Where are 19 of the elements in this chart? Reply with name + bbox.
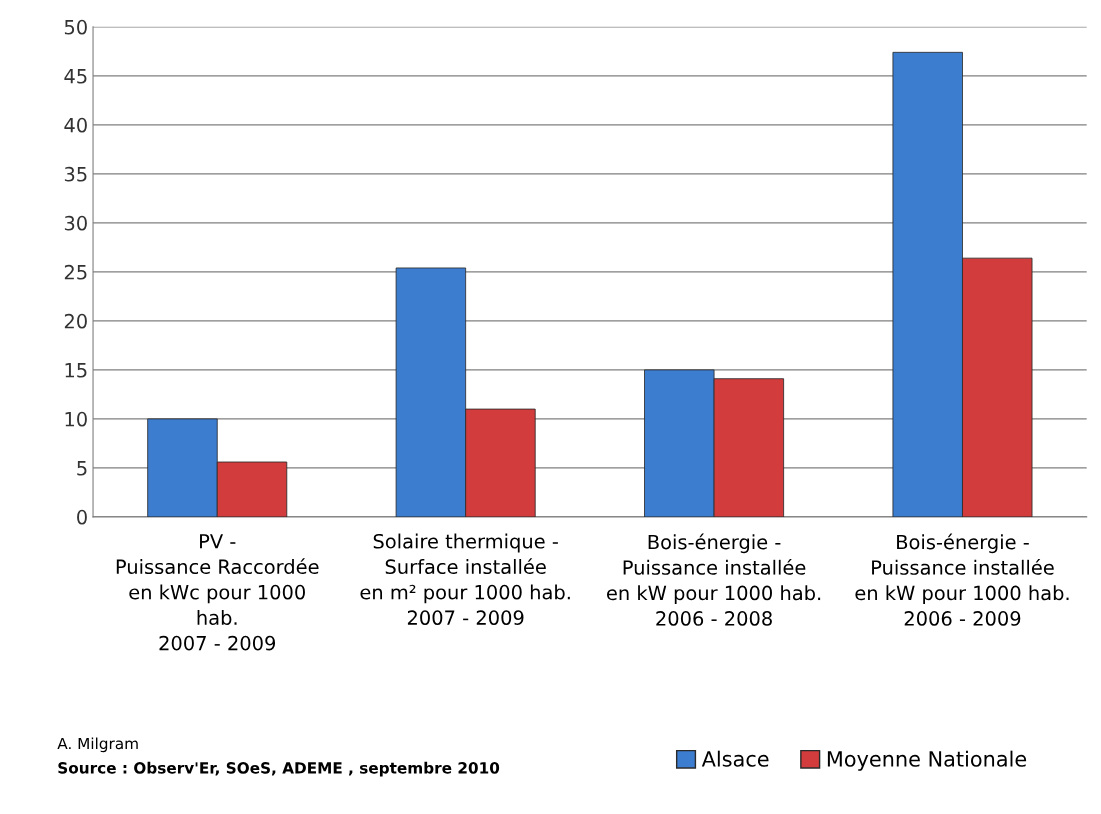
- x-tick-label: PV - Puissance Raccordée en kWc pour 1000 hab. 2007 - 2009: [116, 534, 319, 651]
- y-tick-label: 20: [64, 313, 87, 329]
- y-tick-label: 10: [65, 411, 87, 427]
- text: A. Milgram: [57, 737, 138, 753]
- x-tick-label: Bois-énergie - Puissance installée en kW pour 1000 hab. 2006 - 2008: [606, 533, 821, 626]
- y-tick-label: 30: [64, 215, 87, 231]
- y-tick-label: 15: [65, 363, 87, 378]
- legend-label: Moyenne Nationale: [827, 750, 1027, 771]
- x-tick-label: Solaire thermique - Surface installée en m² pour 1000 hab. 2007 - 2009: [360, 533, 570, 626]
- x-tick-label: Bois-énergie - Puissance installée en kW pour 1000 hab. 2006 - 2009: [855, 533, 1069, 626]
- y-tick-label: 35: [64, 166, 87, 182]
- legend-label: Alsace: [701, 750, 769, 767]
- y-tick-label: 40: [64, 117, 87, 133]
- y-tick-label: 45: [64, 69, 87, 84]
- y-tick-label: 5: [77, 461, 87, 476]
- y-tick-label: 25: [64, 264, 87, 280]
- y-tick-label: 50: [64, 19, 87, 35]
- y-tick-label: 0: [77, 509, 87, 525]
- source-note: Source : Observ'Er, SOeS, ADEME , septembre 2010: [58, 761, 500, 777]
